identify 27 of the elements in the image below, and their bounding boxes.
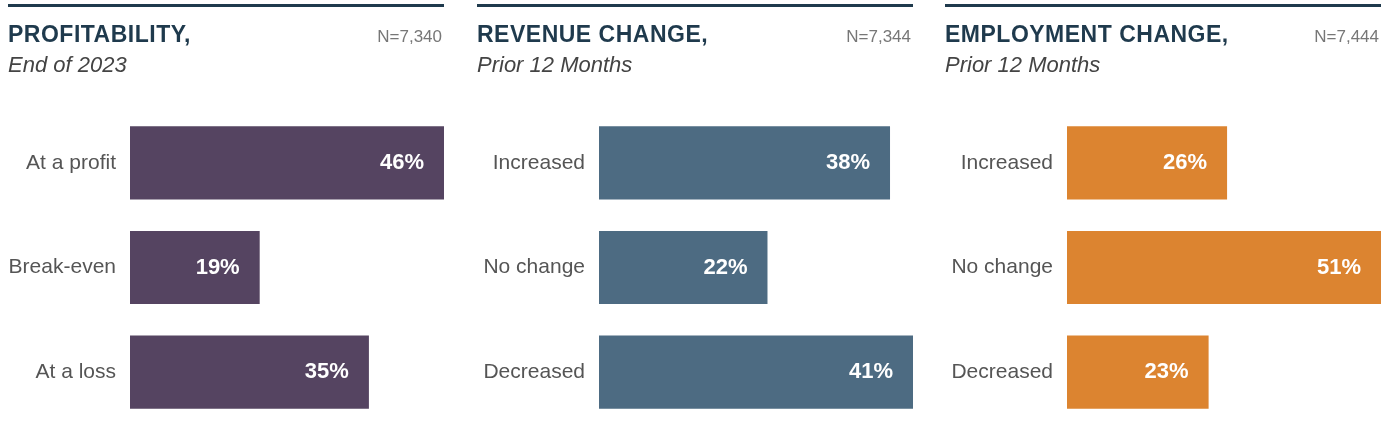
data-label: 51%: [1316, 253, 1361, 279]
text: N=7,340: [377, 27, 442, 47]
data-label: 46%: [379, 148, 424, 174]
y-tick-label: Break-even: [8, 254, 116, 278]
chart-subtitle: End of 2023: [8, 52, 127, 78]
data-label: 35%: [304, 358, 349, 384]
data-label: 19%: [195, 253, 240, 279]
text: N=7,344: [846, 27, 911, 47]
data-label: 23%: [1144, 358, 1189, 384]
data-label: 38%: [825, 148, 871, 174]
data-label: 22%: [703, 253, 748, 279]
y-tick-label: At a loss: [35, 358, 116, 382]
y-tick-label: No change: [483, 254, 585, 278]
y-tick-label: At a profit: [26, 149, 117, 173]
data-label: 26%: [1163, 148, 1208, 174]
chart-title: REVENUE CHANGE,: [477, 21, 709, 48]
y-tick-label: No change: [951, 254, 1053, 278]
chart-subtitle: Prior 12 Months: [945, 52, 1101, 78]
text: N=7,444: [1314, 27, 1379, 47]
y-tick-label: Decreased: [951, 358, 1053, 382]
chart-subtitle: Prior 12 Months: [477, 52, 633, 78]
y-tick-label: Decreased: [483, 358, 585, 382]
chart-title: PROFITABILITY,: [8, 21, 191, 48]
y-tick-label: Increased: [960, 149, 1053, 173]
y-tick-label: Increased: [492, 149, 585, 173]
data-label: 41%: [848, 358, 893, 384]
chart-title: EMPLOYMENT CHANGE,: [945, 21, 1229, 48]
